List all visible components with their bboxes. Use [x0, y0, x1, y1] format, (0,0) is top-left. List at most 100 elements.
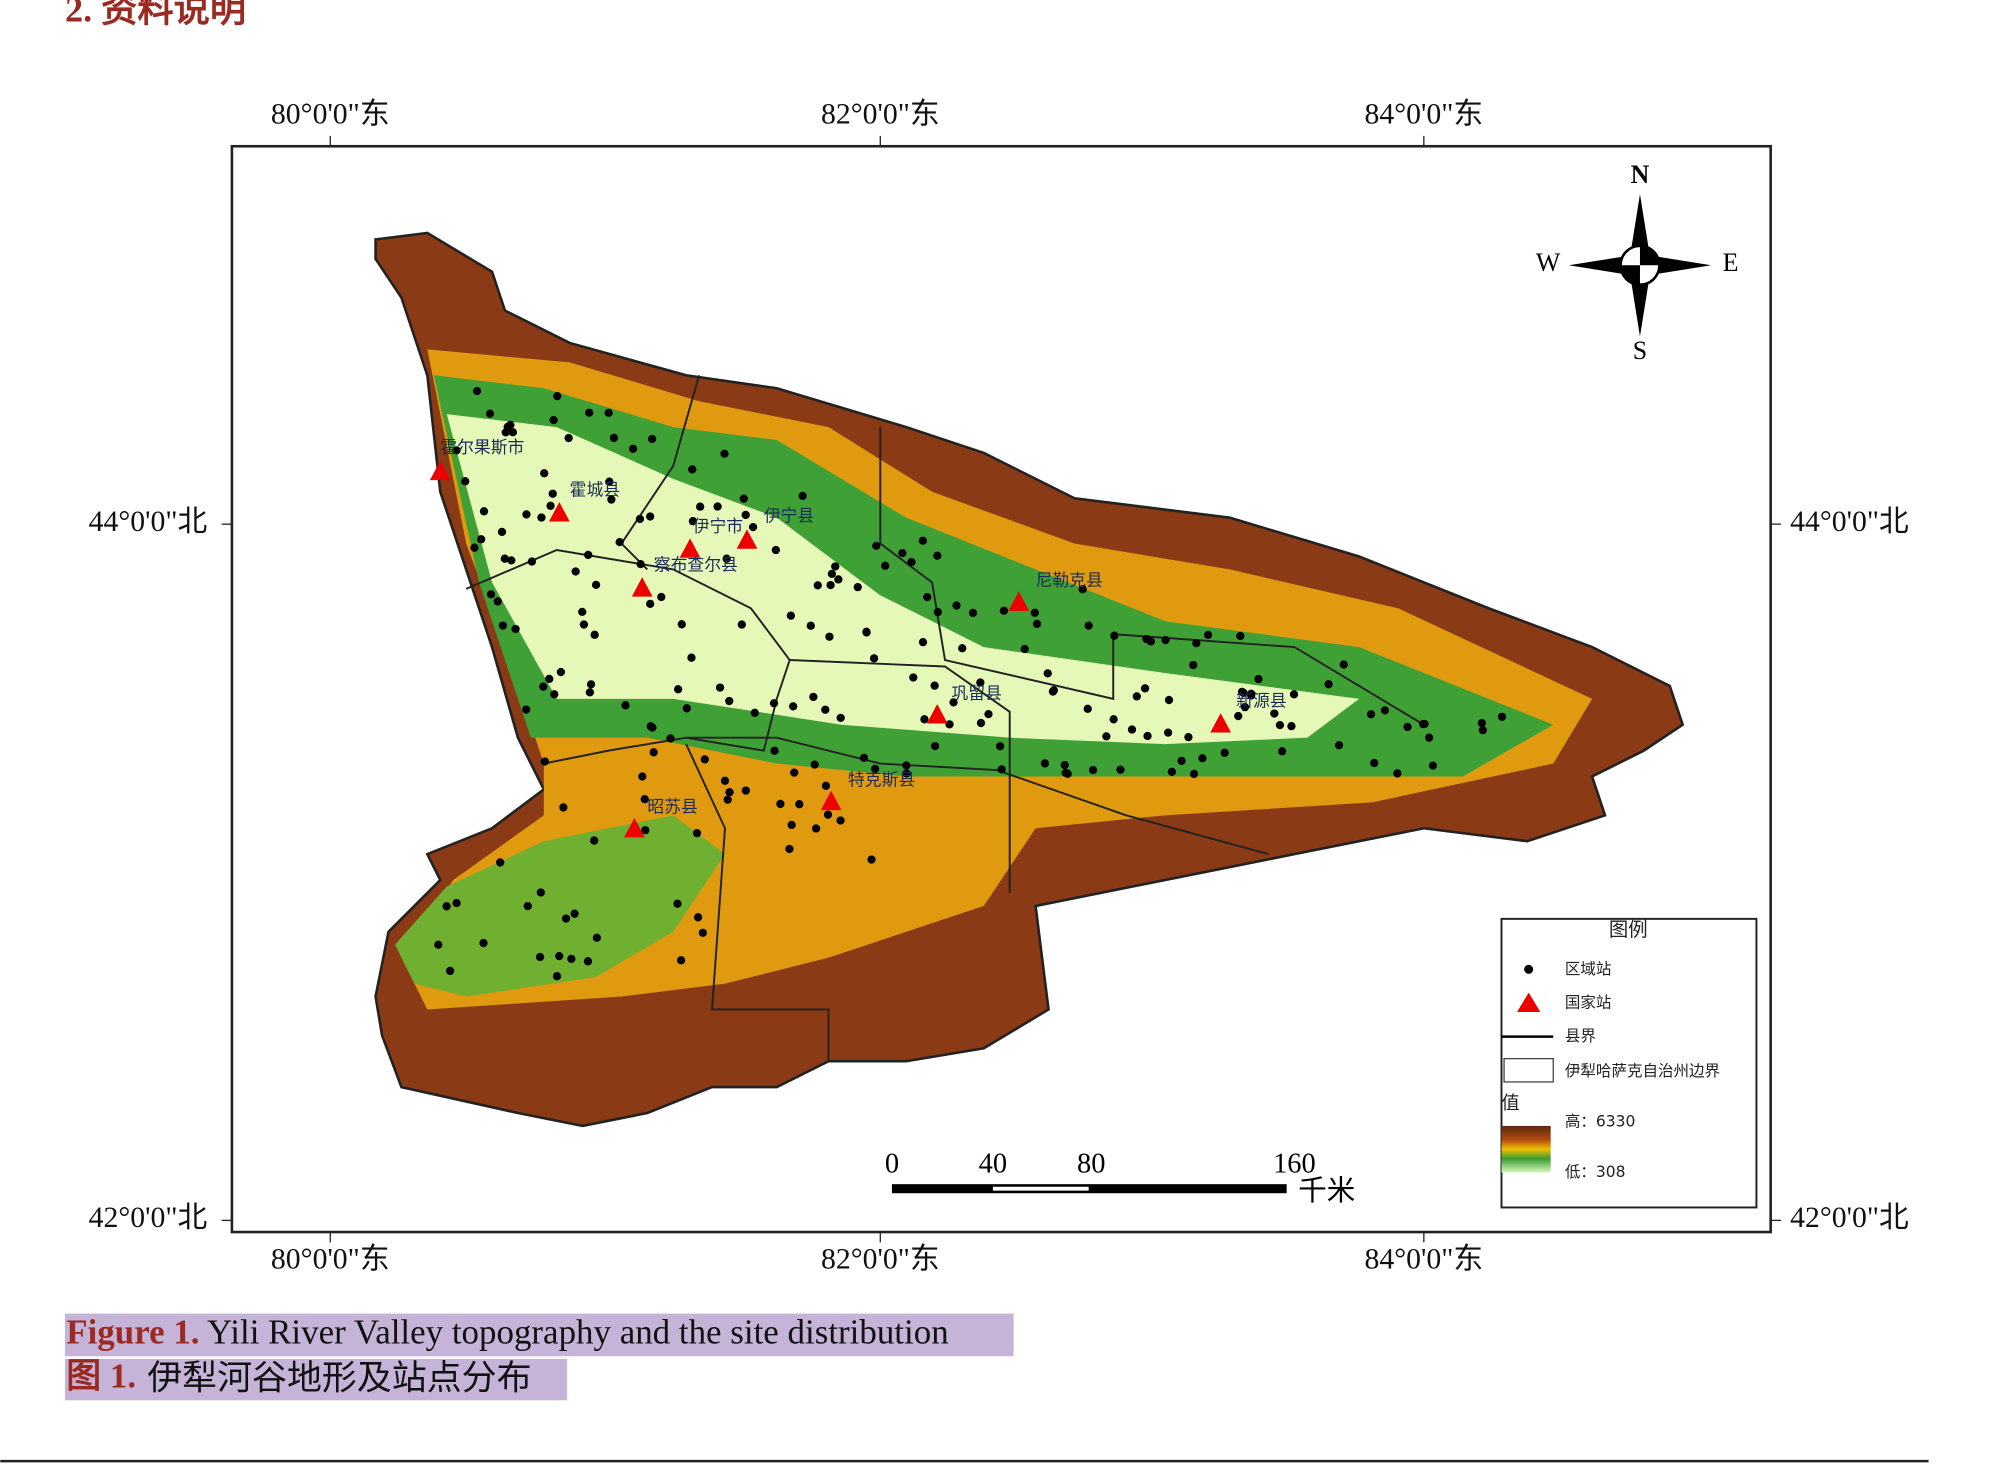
place-label: 伊宁市 — [693, 517, 743, 536]
lon-label: 84°0'0"东 — [1365, 1243, 1484, 1276]
regional-station — [870, 764, 880, 774]
regional-station — [506, 420, 515, 430]
place-label: 昭苏县 — [647, 798, 697, 817]
regional-station — [1380, 706, 1390, 715]
regional-station — [695, 502, 705, 511]
national-station — [926, 704, 948, 724]
regional-station — [523, 901, 532, 911]
regional-station — [553, 392, 562, 401]
regional-station — [748, 522, 758, 532]
regional-station — [508, 428, 518, 437]
legend-item: 国家站 — [1565, 993, 1612, 1011]
lon-label: 84°0'0"东 — [1365, 97, 1484, 130]
legend-title: 图例 — [1609, 918, 1648, 941]
regional-station — [859, 753, 869, 763]
regional-station — [918, 638, 928, 647]
regional-station — [1277, 747, 1287, 756]
regional-station — [605, 477, 614, 486]
region-zhaosu — [394, 815, 725, 997]
regional-station — [570, 909, 579, 918]
regional-station — [507, 556, 516, 565]
lon-label: 80°0'0"东 — [271, 97, 390, 130]
regional-station — [786, 611, 796, 620]
regional-station — [472, 386, 482, 396]
regional-station — [1043, 669, 1052, 678]
regional-station — [872, 541, 881, 551]
regional-station — [836, 713, 845, 723]
regional-station — [715, 683, 725, 692]
regional-station — [741, 510, 750, 520]
place-label: 特克斯县 — [848, 771, 915, 790]
regional-station — [578, 607, 587, 617]
regional-station — [561, 914, 571, 923]
regional-station — [1083, 704, 1092, 713]
regional-station — [1418, 719, 1428, 729]
regional-station — [1203, 630, 1213, 640]
regional-station — [1167, 767, 1177, 776]
legend-item: 高：6330 — [1565, 1113, 1636, 1131]
regional-station — [687, 653, 696, 662]
regional-station — [564, 433, 573, 443]
regional-station — [1254, 674, 1263, 684]
regional-station — [853, 583, 862, 592]
regional-station — [1040, 759, 1050, 768]
regional-station — [688, 465, 697, 474]
regional-station — [1020, 644, 1029, 654]
lon-label: 80°0'0"东 — [271, 1243, 390, 1276]
regional-station — [1275, 720, 1285, 730]
regional-station — [1142, 634, 1151, 644]
caption-highlight — [64, 1358, 568, 1401]
regional-station — [881, 561, 890, 570]
regional-station — [677, 620, 686, 629]
regional-station — [609, 433, 619, 443]
national-station — [820, 790, 842, 811]
regional-station — [1287, 722, 1296, 731]
regional-station — [809, 692, 818, 702]
regional-station — [452, 446, 461, 455]
regional-station — [583, 957, 593, 966]
regional-station — [823, 810, 833, 819]
regional-station — [787, 820, 796, 830]
regional-station — [496, 858, 505, 867]
regional-station — [909, 673, 918, 682]
regional-station — [1425, 733, 1434, 742]
regional-station — [1366, 710, 1376, 719]
county-boundary — [620, 375, 701, 571]
regional-station — [638, 772, 647, 781]
regional-station — [1110, 631, 1119, 640]
lon-label: 82°0'0"东 — [821, 1243, 940, 1276]
regional-station — [898, 548, 907, 558]
regional-station — [445, 966, 455, 976]
regional-station — [676, 956, 686, 965]
regional-station — [920, 715, 929, 724]
regional-station — [869, 654, 879, 663]
section-heading: 2. 资料说明 — [65, 0, 246, 29]
caption-label: 图 1. — [66, 1357, 136, 1396]
scale-tick: 0 — [885, 1149, 899, 1180]
regional-station — [1078, 585, 1087, 594]
regional-station — [585, 688, 595, 697]
regional-station — [539, 682, 548, 691]
national-station — [548, 502, 570, 522]
national-station — [631, 577, 653, 597]
regional-station — [555, 951, 564, 961]
regional-station — [550, 690, 559, 699]
regional-station — [498, 621, 508, 630]
national-station — [429, 460, 451, 481]
regional-station — [646, 722, 655, 731]
caption-text: Yili River Valley topography and the sit… — [200, 1313, 949, 1352]
regional-station — [546, 501, 555, 510]
national-station — [736, 529, 758, 549]
lon-label: 82°0'0"东 — [821, 97, 940, 130]
regional-station — [1030, 608, 1039, 617]
regional-station — [649, 748, 658, 757]
compass-n: N — [1631, 160, 1650, 189]
scale-tick: 80 — [1077, 1149, 1105, 1180]
regional-station — [1088, 765, 1098, 775]
regional-station — [776, 799, 785, 809]
regional-station — [771, 545, 780, 555]
regional-station — [825, 632, 834, 641]
county-boundary — [685, 743, 830, 1062]
regional-station — [527, 557, 537, 566]
